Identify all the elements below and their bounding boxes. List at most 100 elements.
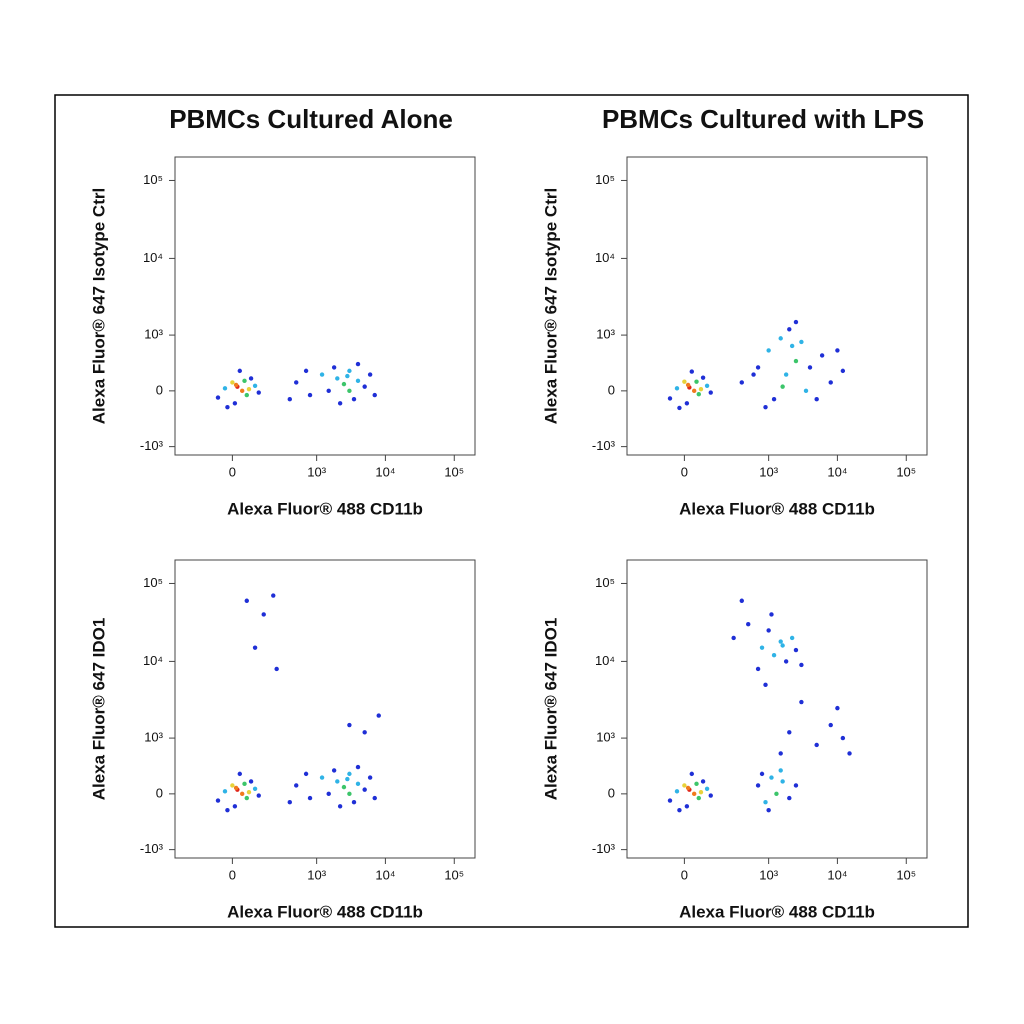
event-dot	[233, 785, 239, 791]
event-dot	[215, 798, 221, 803]
event-dot	[261, 612, 266, 617]
event-dot	[256, 390, 261, 395]
event-dot	[682, 379, 687, 384]
x-tick-label: 10⁵	[444, 867, 464, 882]
event-dot	[252, 645, 258, 650]
event-dot	[351, 397, 357, 402]
event-dot	[778, 336, 783, 341]
event-dot	[237, 771, 242, 777]
event-dot	[771, 397, 777, 402]
event-dot	[287, 800, 292, 805]
event-dot	[746, 622, 751, 627]
event-dot	[807, 365, 813, 370]
event-dot	[847, 751, 852, 756]
event-dot	[230, 380, 235, 385]
event-dot	[814, 397, 819, 402]
event-dot	[347, 368, 352, 374]
event-dot	[835, 705, 840, 711]
y-tick-label: 0	[608, 382, 615, 397]
event-dot	[294, 783, 299, 788]
y-tick-label: 10³	[596, 730, 615, 745]
event-dot	[704, 786, 710, 791]
y-tick-label: -10³	[592, 841, 616, 856]
y-tick-label: 10³	[144, 327, 163, 342]
event-dot	[828, 380, 833, 385]
event-dot	[341, 381, 347, 387]
x-tick-label: 10⁴	[827, 867, 847, 882]
event-dot	[793, 358, 799, 364]
event-dot	[789, 635, 795, 641]
event-dot	[819, 353, 825, 358]
x-tick-label: 0	[681, 464, 688, 479]
event-dot	[347, 722, 352, 728]
event-dot	[244, 392, 249, 398]
event-dot	[248, 376, 254, 381]
event-dot	[233, 382, 239, 388]
y-tick-label: 0	[156, 785, 163, 800]
y-tick-label: 10⁵	[595, 172, 615, 187]
event-dot	[222, 386, 228, 391]
event-dot	[828, 722, 833, 728]
event-dot	[803, 388, 809, 394]
x-axis-label: Alexa Fluor® 488 CD11b	[679, 902, 875, 921]
x-axis-label: Alexa Fluor® 488 CD11b	[227, 902, 423, 921]
event-dot	[731, 635, 736, 641]
event-dot	[230, 783, 235, 788]
event-dot	[739, 380, 744, 385]
y-tick-label: 10³	[596, 327, 615, 342]
event-dot	[294, 380, 299, 385]
event-dot	[319, 775, 325, 780]
x-tick-label: 10⁵	[896, 867, 916, 882]
event-dot	[759, 771, 765, 777]
event-dot	[242, 781, 247, 787]
event-dot	[704, 383, 710, 388]
event-dot	[331, 768, 337, 773]
event-dot	[362, 730, 367, 735]
event-dot	[307, 392, 313, 398]
y-tick-label: 10³	[144, 730, 163, 745]
event-dot	[303, 771, 309, 777]
event-dot	[242, 378, 247, 384]
event-dot	[766, 807, 771, 813]
event-dot	[248, 779, 254, 784]
event-dot	[787, 327, 792, 332]
event-dot	[763, 404, 768, 410]
event-dot	[814, 742, 819, 748]
event-dot	[789, 343, 795, 349]
event-dot	[769, 775, 774, 780]
plot-frame	[174, 559, 476, 859]
x-tick-label: 10⁴	[827, 464, 847, 479]
event-dot	[763, 682, 768, 688]
event-dot	[780, 643, 785, 648]
event-dot	[677, 807, 682, 813]
event-dot	[691, 791, 697, 797]
event-dot	[793, 319, 799, 325]
y-axis-label: Alexa Fluor® 647 IDO1	[541, 618, 560, 801]
y-tick-label: 10⁴	[143, 250, 163, 265]
event-dot	[698, 386, 704, 392]
event-dot	[766, 348, 771, 353]
event-dot	[689, 771, 694, 777]
event-dot	[682, 783, 687, 788]
event-dot	[252, 786, 258, 791]
event-dot	[793, 647, 799, 653]
event-dot	[755, 783, 761, 788]
event-dot	[674, 789, 680, 794]
x-tick-label: 0	[229, 867, 236, 882]
x-tick-label: 10³	[759, 867, 778, 882]
event-dot	[222, 789, 228, 794]
event-dot	[685, 785, 691, 791]
event-dot	[684, 401, 690, 406]
figure-frame	[54, 94, 969, 928]
event-dot	[326, 388, 331, 394]
plot-frame	[626, 156, 928, 456]
event-dot	[372, 392, 377, 398]
y-axis-label: Alexa Fluor® 647 IDO1	[89, 618, 108, 801]
event-dot	[252, 383, 258, 388]
event-dot	[674, 386, 680, 391]
y-tick-label: 10⁵	[143, 575, 163, 590]
y-tick-label: 10⁵	[595, 575, 615, 590]
event-dot	[225, 807, 230, 813]
event-dot	[696, 795, 701, 801]
